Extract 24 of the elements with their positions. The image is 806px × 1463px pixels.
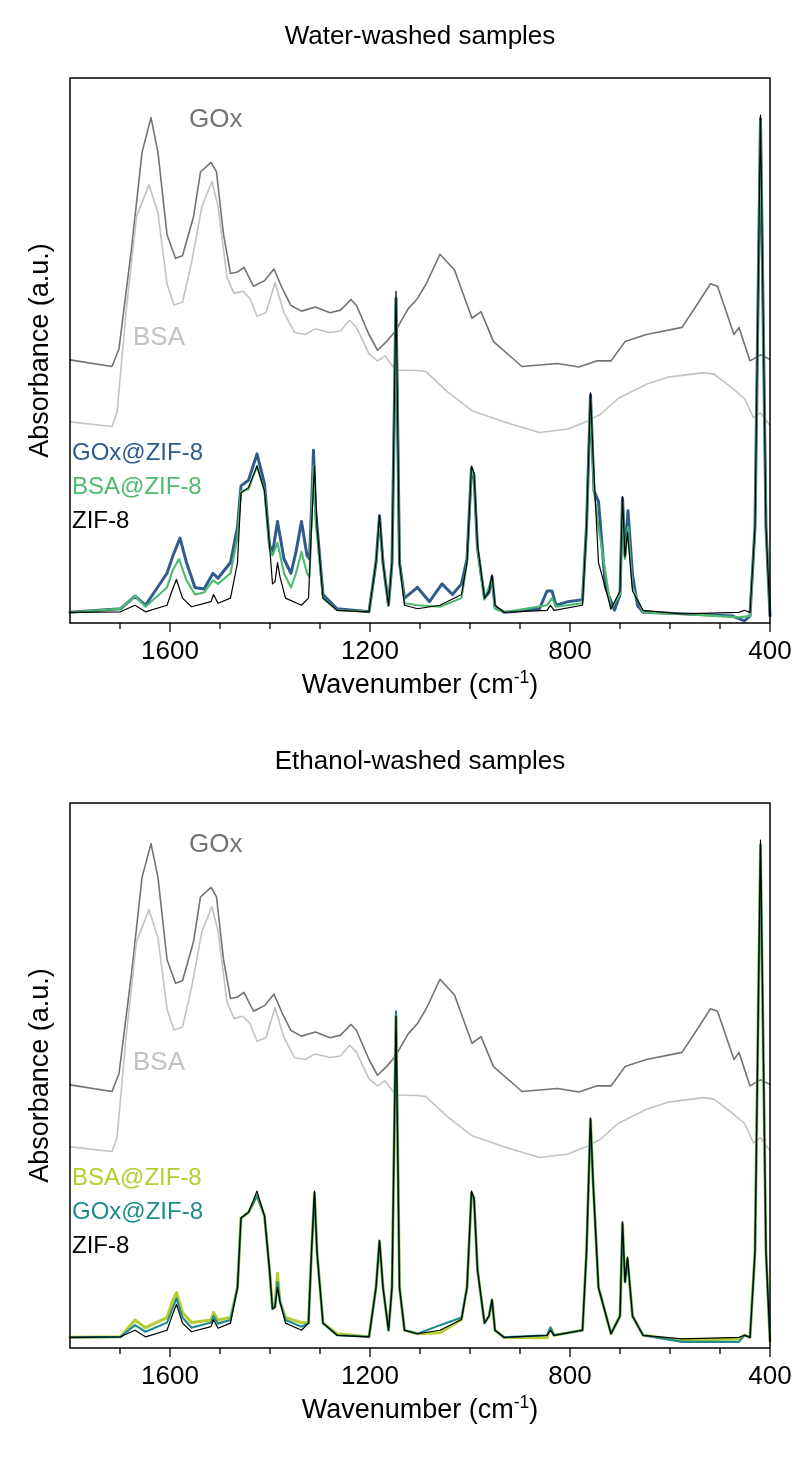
- series-label: GOx: [189, 828, 243, 859]
- x-tick-label: 800: [548, 635, 592, 665]
- x-tick-label: 1600: [141, 1360, 199, 1390]
- text: BSA@ZIF-8: [72, 1162, 202, 1190]
- series-label: GOx@ZIF-8: [72, 437, 204, 465]
- x-tick-label: 400: [748, 1360, 792, 1390]
- series-label: GOx@ZIF-8: [72, 1196, 204, 1224]
- text: ZIF-8: [72, 505, 130, 533]
- y-axis-title: Absorbance (a.u.): [24, 243, 54, 458]
- series-label: BSA: [133, 321, 186, 352]
- series-label: BSA: [133, 1046, 186, 1077]
- x-tick-label: 800: [548, 1360, 592, 1390]
- text: ZIF-8: [72, 1230, 130, 1258]
- series-label: BSA@ZIF-8: [72, 471, 202, 499]
- chart-title: Ethanol-washed samples: [274, 745, 566, 775]
- chart-title: Water-washed samples: [284, 20, 556, 50]
- x-axis-title: Wavenumber (cm$^{-1}$): [301, 1392, 539, 1424]
- x-tick-label: 1600: [141, 635, 199, 665]
- x-tick-label: 400: [748, 635, 792, 665]
- x-tick-label: 1200: [341, 1360, 399, 1390]
- series-label: GOx: [189, 103, 243, 134]
- x-tick-label: 1200: [341, 635, 399, 665]
- y-axis-title: Absorbance (a.u.): [24, 968, 54, 1183]
- x-axis-title: Wavenumber (cm$^{-1}$): [301, 667, 539, 699]
